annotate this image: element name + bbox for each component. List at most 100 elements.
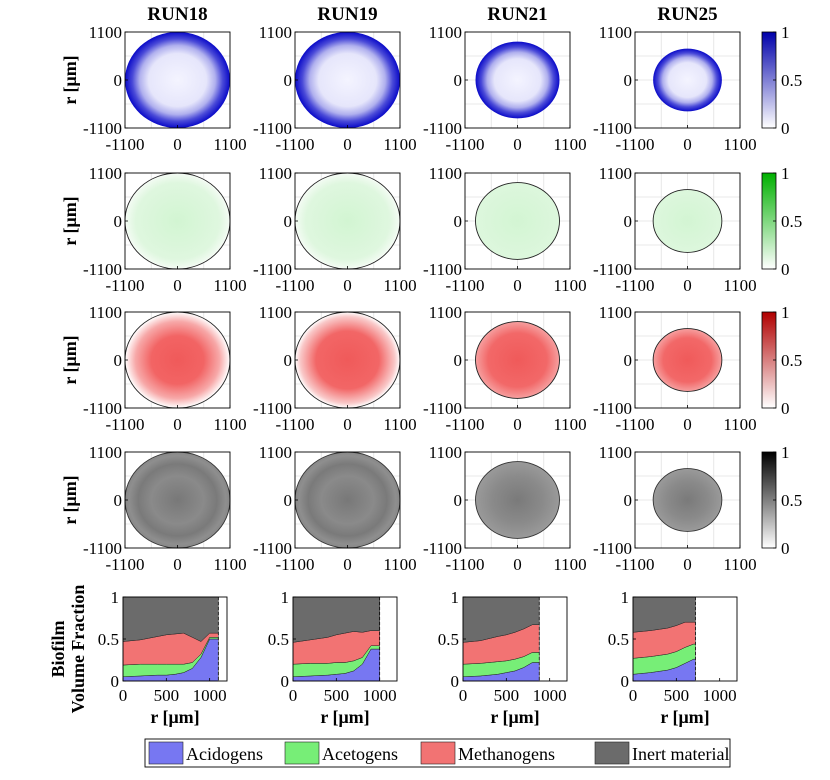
x-tick-label: 1100: [213, 276, 246, 295]
y-tick-label: 1: [451, 588, 460, 607]
profile-run25: 0 0.5 1 0 500 1000 r [μm]: [608, 588, 738, 727]
x-tick-label: 0: [343, 415, 352, 434]
x-tick-label: 0: [173, 555, 182, 574]
legend-swatch-acetogens: [284, 741, 320, 765]
granule-disc: [652, 189, 723, 253]
x-tick-label: -1100: [615, 555, 654, 574]
x-tick-label: 0: [173, 276, 182, 295]
colorbar-tick-label: 1: [781, 23, 790, 42]
x-tick-label: -1100: [445, 555, 484, 574]
heatmap-inert-material-run18: 1100 0 -1100-1100 0 1100: [83, 443, 247, 574]
x-tick-label: -1100: [615, 415, 654, 434]
x-tick-label: 1100: [213, 415, 246, 434]
y-tick-label: 1100: [89, 164, 122, 183]
x-tick-label: 1100: [553, 135, 586, 154]
y-tick-label: 1: [281, 588, 290, 607]
heatmap-acidogens-run25: 1100 0 -1100-1100 0 1100: [593, 23, 757, 154]
x-tick-label: 1100: [383, 555, 416, 574]
colorbar-acidogens: 00.51: [761, 23, 802, 138]
colorbar-tick-label: 1: [781, 164, 790, 183]
x-tick-label: 0: [629, 686, 638, 705]
y-tick-label: -1100: [83, 539, 122, 558]
x-tick-label: -1100: [445, 415, 484, 434]
y-tick-label: 0: [451, 672, 460, 691]
granule-disc: [475, 41, 560, 119]
x-tick-label: 1100: [553, 555, 586, 574]
x-tick-label: 1100: [723, 276, 756, 295]
x-tick-label: 1000: [533, 686, 567, 705]
heatmap-acidogens-run19: 1100 0 -1100-1100 0 1100: [253, 23, 417, 154]
x-tick-label: 500: [664, 686, 690, 705]
run-title-run19: RUN19: [317, 4, 377, 25]
x-tick-label: 0: [119, 686, 128, 705]
x-tick-label: 500: [494, 686, 520, 705]
granule-disc: [653, 48, 722, 112]
legend-swatch-methanogens: [420, 741, 456, 765]
profile-ylabel-line2: Volume Fraction: [68, 585, 88, 714]
y-axis-labels: r [μm] r [μm] r [μm] r [μm] Biofilm Volume Fr…: [48, 55, 88, 713]
y-tick-label: -1100: [423, 539, 462, 558]
x-tick-label: 1000: [703, 686, 737, 705]
y-tick-label: 0: [284, 491, 293, 510]
colorbar-tick-label: 0: [781, 260, 790, 279]
granule-disc: [294, 451, 401, 549]
y-tick-label: -1100: [253, 260, 292, 279]
map-ylabel: r [μm]: [60, 55, 80, 104]
profile-xlabel: r [μm]: [320, 707, 369, 727]
profile-xlabel: r [μm]: [150, 707, 199, 727]
x-tick-label: -1100: [105, 135, 144, 154]
y-tick-label: 1100: [429, 303, 462, 322]
heatmap-inert-material-run25: 1100 0 -1100-1100 0 1100: [593, 443, 757, 574]
x-tick-label: 1100: [213, 135, 246, 154]
y-tick-label: -1100: [83, 119, 122, 138]
heatmap-acetogens-run19: 1100 0 -1100-1100 0 1100: [253, 164, 417, 295]
colorbar-tick-label: 0.5: [781, 351, 802, 370]
x-tick-label: 0: [683, 415, 692, 434]
y-tick-label: 0.5: [438, 630, 459, 649]
y-tick-label: -1100: [593, 399, 632, 418]
x-tick-label: -1100: [275, 135, 314, 154]
y-tick-label: -1100: [593, 260, 632, 279]
x-tick-label: 500: [324, 686, 350, 705]
y-tick-label: 1100: [599, 23, 632, 42]
x-tick-label: -1100: [275, 276, 314, 295]
granule-disc: [125, 32, 230, 128]
x-tick-label: -1100: [445, 276, 484, 295]
y-tick-label: 1100: [429, 443, 462, 462]
y-tick-label: 1100: [89, 303, 122, 322]
y-tick-label: 0: [454, 491, 463, 510]
granule-disc: [652, 468, 723, 532]
heatmap-inert-material-run21: 1100 0 -1100-1100 0 1100: [423, 443, 587, 574]
x-tick-label: 1100: [383, 135, 416, 154]
x-tick-label: 0: [173, 135, 182, 154]
y-tick-label: 0: [111, 672, 120, 691]
y-tick-label: 1100: [429, 164, 462, 183]
colorbar-methanogens: 00.51: [761, 303, 802, 418]
colorbar-tick-label: 0: [781, 119, 790, 138]
granule-disc: [124, 311, 231, 409]
run-titles: RUN18 RUN19 RUN21 RUN25: [147, 4, 717, 25]
y-tick-label: 1100: [259, 23, 292, 42]
x-tick-label: 1100: [723, 415, 756, 434]
x-tick-label: 1000: [363, 686, 397, 705]
x-tick-label: 1100: [383, 415, 416, 434]
legend-label-methanogens: Methanogens: [458, 744, 555, 764]
y-tick-label: 0.5: [268, 630, 289, 649]
y-tick-label: 1100: [89, 443, 122, 462]
profile-xlabel: r [μm]: [490, 707, 539, 727]
y-tick-label: 0: [624, 491, 633, 510]
heatmap-methanogens-run25: 1100 0 -1100-1100 0 1100: [593, 303, 757, 434]
colorbar-tick-label: 0.5: [781, 71, 802, 90]
heatmap-inert-material-run19: 1100 0 -1100-1100 0 1100: [253, 443, 417, 574]
x-tick-label: 500: [154, 686, 180, 705]
y-tick-label: 0: [284, 351, 293, 370]
run-title-run18: RUN18: [147, 4, 207, 25]
heatmap-acidogens-run18: 1100 0 -1100-1100 0 1100: [83, 23, 247, 154]
y-tick-label: 0: [624, 351, 633, 370]
granule-disc: [295, 32, 400, 128]
x-tick-label: -1100: [105, 276, 144, 295]
colorbar-acetogens: 00.51: [761, 164, 802, 279]
